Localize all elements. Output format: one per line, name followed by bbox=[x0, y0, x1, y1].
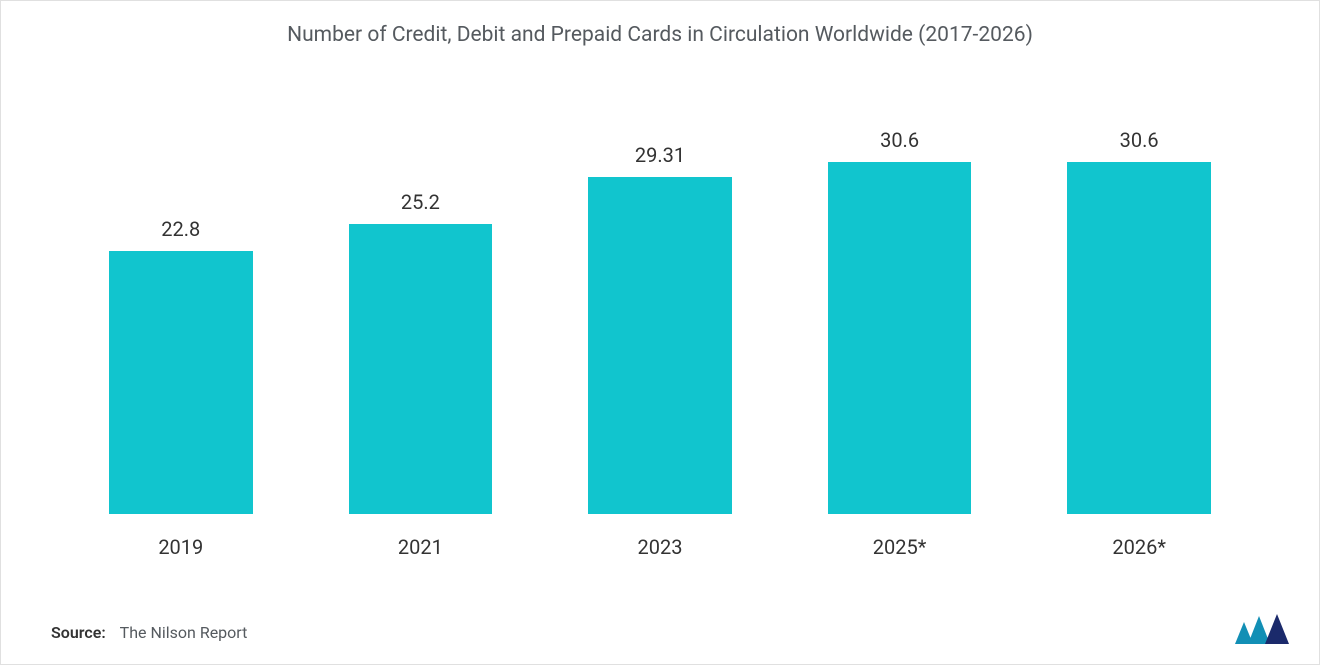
source-text: The Nilson Report bbox=[120, 623, 248, 642]
bar-group: 30.6 bbox=[1019, 111, 1259, 514]
bar-group: 29.31 bbox=[540, 111, 780, 514]
bar-value-label: 25.2 bbox=[401, 190, 440, 214]
bar-value-label: 29.31 bbox=[635, 143, 685, 167]
bar-value-label: 22.8 bbox=[161, 217, 200, 241]
bar-value-label: 30.6 bbox=[880, 128, 919, 152]
bar-group: 30.6 bbox=[780, 111, 1020, 514]
x-axis-tick: 2026* bbox=[1019, 535, 1259, 559]
x-axis-tick: 2025* bbox=[780, 535, 1020, 559]
logo-peak-right bbox=[1265, 614, 1289, 644]
bar-group: 25.2 bbox=[301, 111, 541, 514]
bar bbox=[828, 162, 972, 514]
bar-value-label: 30.6 bbox=[1120, 128, 1159, 152]
plot-area: 22.8 25.2 29.31 30.6 30.6 bbox=[61, 111, 1259, 514]
bar bbox=[349, 224, 493, 514]
x-axis-tick: 2021 bbox=[301, 535, 541, 559]
x-axis: 2019202120232025*2026* bbox=[61, 535, 1259, 559]
source-label: Source: bbox=[51, 623, 106, 642]
bar-group: 22.8 bbox=[61, 111, 301, 514]
bar bbox=[588, 177, 732, 514]
x-axis-tick: 2023 bbox=[540, 535, 780, 559]
x-axis-tick: 2019 bbox=[61, 535, 301, 559]
bar bbox=[109, 251, 253, 514]
source-row: Source: The Nilson Report bbox=[51, 623, 247, 642]
chart-container: Number of Credit, Debit and Prepaid Card… bbox=[0, 0, 1320, 665]
bar bbox=[1067, 162, 1211, 514]
mordor-intelligence-logo-icon bbox=[1235, 614, 1289, 644]
chart-title: Number of Credit, Debit and Prepaid Card… bbox=[1, 23, 1319, 47]
